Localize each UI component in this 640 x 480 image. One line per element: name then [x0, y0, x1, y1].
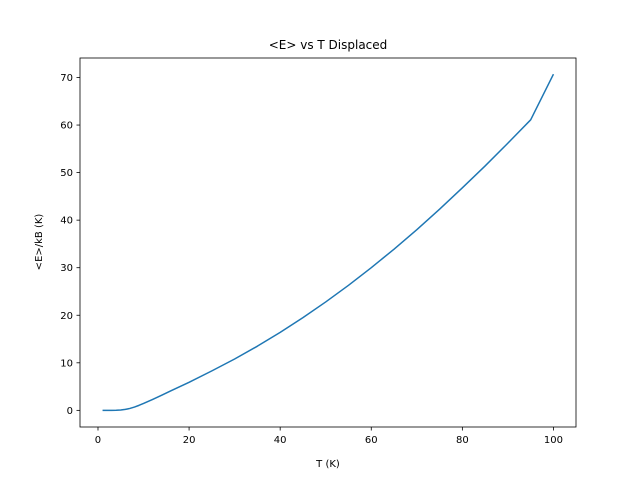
x-tick-label: 100: [544, 435, 563, 446]
y-axis-label: <E>/kB (K): [34, 214, 45, 271]
y-tick-label: 20: [60, 311, 73, 322]
y-tick-label: 60: [60, 121, 73, 132]
x-tick-label: 60: [365, 435, 378, 446]
x-axis: 0 20 40 60 80 100: [95, 427, 563, 446]
x-tick-label: 80: [456, 435, 469, 446]
chart-title: <E> vs T Displaced: [269, 38, 388, 52]
x-axis-label: T (K): [315, 459, 340, 470]
y-tick-label: 50: [60, 168, 73, 179]
plot-area: [102, 73, 555, 412]
x-tick-label: 40: [274, 435, 287, 446]
series-line: [102, 73, 555, 412]
x-tick-label: 0: [95, 435, 101, 446]
y-tick-label: 30: [60, 263, 73, 274]
axes-frame: [79, 57, 577, 428]
x-tick-label: 20: [183, 435, 196, 446]
y-tick-label: 40: [60, 216, 73, 227]
y-tick-label: 10: [60, 358, 73, 369]
y-tick-label: 70: [60, 73, 73, 84]
y-axis: 0 10 20 30 40 50 60 70: [60, 73, 80, 417]
y-tick-label: 0: [67, 406, 73, 417]
